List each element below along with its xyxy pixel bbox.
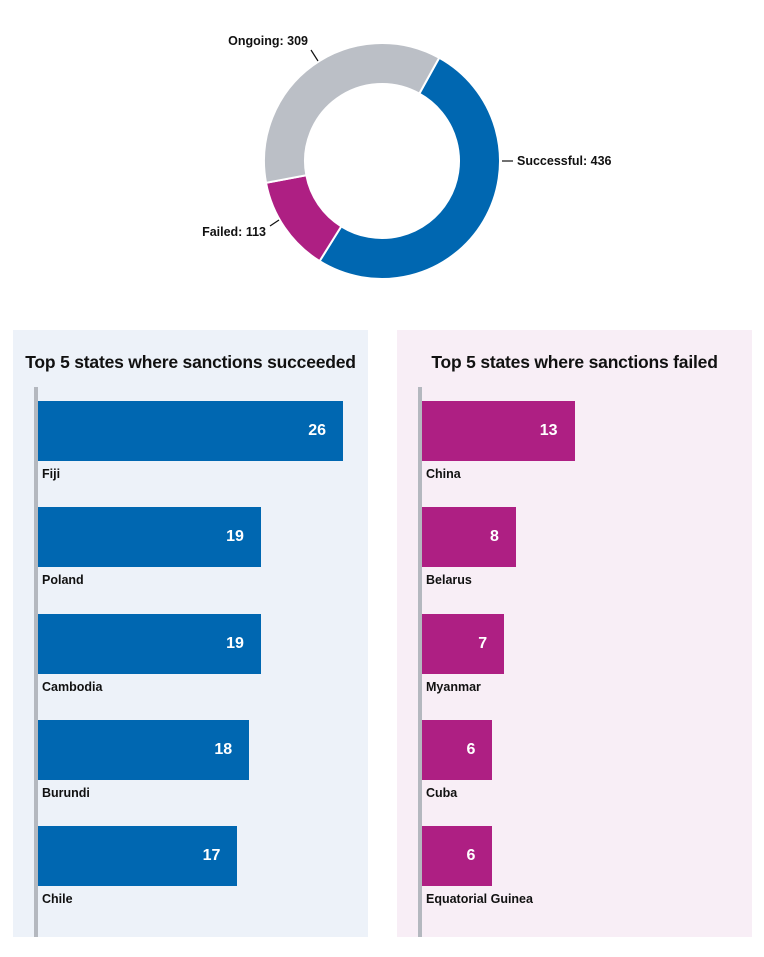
panel-sanctions-failed: Top 5 states where sanctions failed 13 C… (397, 330, 752, 937)
bar-label-burundi: Burundi (42, 786, 90, 800)
panel-sanctions-succeeded: Top 5 states where sanctions succeeded 2… (13, 330, 368, 937)
bar-label-cuba: Cuba (426, 786, 458, 800)
chart-title-failed: Top 5 states where sanctions failed (431, 352, 718, 372)
label-successful: Successful: 436 (517, 154, 612, 168)
bar-fiji: 26 (38, 401, 343, 461)
label-ongoing: Ongoing: 309 (228, 34, 308, 48)
bar-burundi: 18 (38, 720, 250, 780)
bar-myanmar: 7 (422, 614, 505, 674)
bar-label-chile: Chile (42, 892, 73, 906)
bar-label-myanmar: Myanmar (426, 680, 481, 694)
axis-line (34, 387, 38, 937)
bar-cambodia: 19 (38, 614, 261, 674)
bar-poland: 19 (38, 507, 261, 567)
bar-label-cambodia: Cambodia (42, 680, 103, 694)
bar-label-equatorial-guinea: Equatorial Guinea (426, 892, 533, 906)
bar-equatorial-guinea: 6 (422, 826, 493, 886)
donut-slice-ongoing (263, 42, 441, 184)
leader-line-failed (269, 219, 280, 227)
leader-line-ongoing (310, 49, 319, 62)
donut-chart: Successful: 436 Failed: 113 Ongoing: 309 (202, 34, 612, 280)
bar-label-fiji: Fiji (42, 467, 61, 481)
donut-slice-successful (318, 56, 501, 280)
bar-china: 13 (422, 401, 575, 461)
bar-belarus: 8 (422, 507, 516, 567)
chart-title-succeeded: Top 5 states where sanctions succeeded (25, 352, 356, 372)
bar-label-china: China (426, 467, 461, 481)
bar-chile: 17 (38, 826, 238, 886)
bar-label-poland: Poland (42, 573, 84, 587)
axis-line (418, 387, 422, 937)
bar-label-belarus: Belarus (426, 573, 472, 587)
bar-cuba: 6 (422, 720, 493, 780)
label-failed: Failed: 113 (202, 225, 266, 239)
